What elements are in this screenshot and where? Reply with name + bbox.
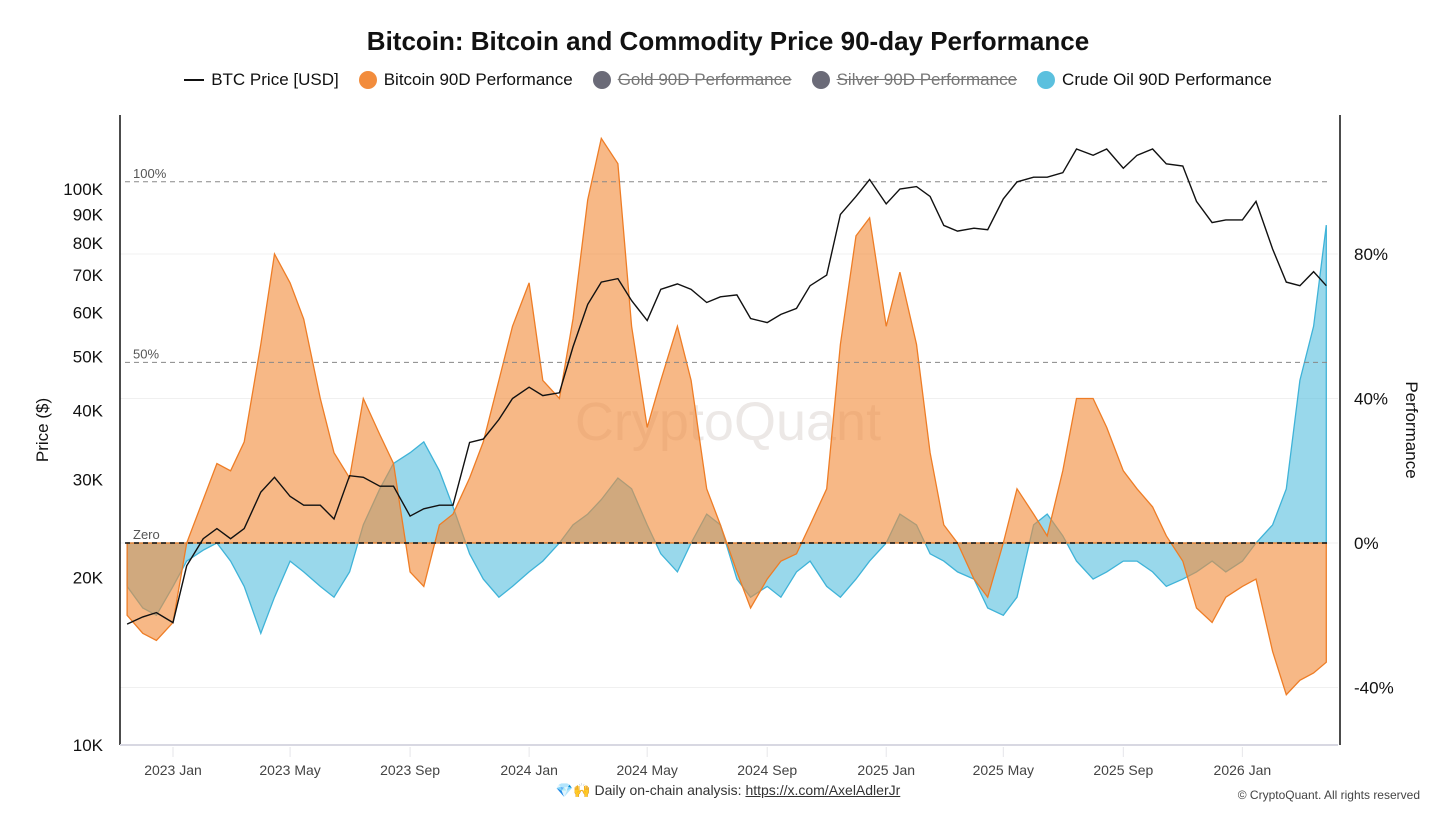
left-tick-label: 70K — [73, 266, 104, 285]
footer-text: Daily on-chain analysis: — [594, 782, 742, 798]
legend-label: Bitcoin 90D Performance — [383, 70, 573, 89]
areas — [126, 136, 1327, 696]
right-tick-label: 0% — [1354, 534, 1379, 553]
btc-price-line — [126, 148, 1327, 625]
x-tick-label: 2026 Jan — [1214, 762, 1272, 778]
bitcoin-performance-area — [126, 136, 1327, 696]
diamond-hands-icon: 💎🙌 — [555, 782, 591, 798]
left-tick-label: 30K — [73, 471, 104, 490]
dot-swatch-icon — [1037, 71, 1056, 89]
right-tick-label: 80% — [1354, 245, 1388, 264]
axes: -40% 0% 40% 80% 10K 20K 30K 40K 50K 60K 70K 80K 90K 1… — [33, 115, 1421, 778]
legend-label: Silver 90D Performance — [836, 70, 1018, 89]
x-tick-label: 2023 Jan — [144, 762, 202, 778]
legend-item-btc-price[interactable]: BTC Price [USD] — [184, 70, 339, 90]
right-tick-label: -40% — [1354, 679, 1394, 698]
lines — [126, 148, 1327, 625]
chart-title: Bitcoin: Bitcoin and Commodity Price 90-… — [366, 26, 1090, 56]
reference-lines: 100% 50% Zero — [125, 166, 1330, 544]
reference-line-label: 100% — [133, 166, 167, 181]
left-tick-label: 60K — [73, 303, 104, 322]
line-swatch-icon — [184, 79, 205, 81]
x-tick-label: 2025 Sep — [1093, 762, 1153, 778]
left-axis-label: Price ($) — [33, 398, 52, 462]
x-tick-label: 2024 Jan — [500, 762, 558, 778]
left-tick-label: 50K — [73, 347, 104, 366]
legend-label: Crude Oil 90D Performance — [1062, 70, 1272, 89]
legend-item-bitcoin-performance[interactable]: Bitcoin 90D Performance — [358, 70, 573, 90]
legend: BTC Price [USD] Bitcoin 90D Performance … — [0, 70, 1456, 90]
footer: 💎🙌 Daily on-chain analysis: https://x.co… — [0, 782, 1456, 799]
legend-label: Gold 90D Performance — [617, 70, 792, 89]
dot-swatch-icon — [592, 71, 611, 89]
right-tick-label: 40% — [1354, 390, 1388, 409]
footer-link[interactable]: https://x.com/AxelAdlerJr — [745, 782, 901, 798]
left-tick-label: 20K — [73, 569, 104, 588]
left-tick-label: 10K — [73, 736, 104, 755]
copyright: © CryptoQuant. All rights reserved — [1237, 788, 1420, 802]
dot-swatch-icon — [358, 71, 377, 89]
reference-line-label: Zero — [133, 527, 160, 542]
left-tick-label: 40K — [73, 401, 104, 420]
legend-item-gold-performance[interactable]: Gold 90D Performance — [592, 70, 792, 90]
x-tick-label: 2023 May — [259, 762, 320, 778]
left-tick-label: 80K — [73, 234, 104, 253]
x-tick-label: 2023 Sep — [380, 762, 440, 778]
reference-line-label: 50% — [133, 346, 159, 361]
legend-label: BTC Price [USD] — [211, 70, 339, 89]
left-tick-label: 90K — [73, 205, 104, 224]
legend-item-silver-performance[interactable]: Silver 90D Performance — [811, 70, 1018, 90]
legend-item-crude-oil-performance[interactable]: Crude Oil 90D Performance — [1037, 70, 1272, 90]
x-tick-label: 2024 Sep — [737, 762, 797, 778]
x-tick-label: 2025 May — [973, 762, 1034, 778]
left-tick-label: 100K — [63, 180, 103, 199]
x-tick-label: 2025 Jan — [857, 762, 915, 778]
dot-swatch-icon — [811, 71, 830, 89]
crude-oil-performance-area — [126, 225, 1327, 636]
right-axis-label: Performance — [1402, 381, 1421, 478]
x-tick-label: 2024 May — [616, 762, 677, 778]
